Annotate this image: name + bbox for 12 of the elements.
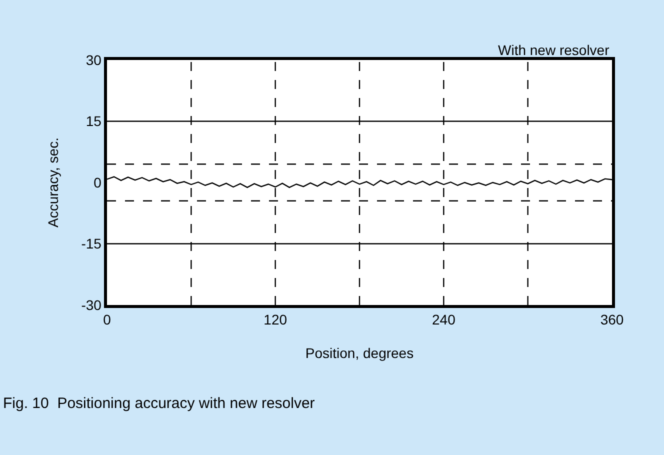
y-tick-label: -15 — [81, 236, 102, 252]
y-tick-label: 15 — [86, 113, 102, 130]
y-tick-label: -30 — [81, 296, 102, 313]
caption: Fig. 10 Positioning accuracy with new resolver — [3, 395, 315, 412]
y-axis-title: Accuracy, sec. — [44, 138, 61, 228]
text: With new resolver — [498, 42, 610, 58]
x-tick-label: 120 — [264, 312, 288, 328]
x-tick-label: 240 — [432, 312, 456, 328]
x-axis-title: Position, degrees — [305, 344, 414, 361]
x-tick-label: 360 — [600, 312, 624, 328]
y-tick-label: 0 — [94, 174, 102, 190]
y-tick-label: 30 — [86, 52, 102, 68]
